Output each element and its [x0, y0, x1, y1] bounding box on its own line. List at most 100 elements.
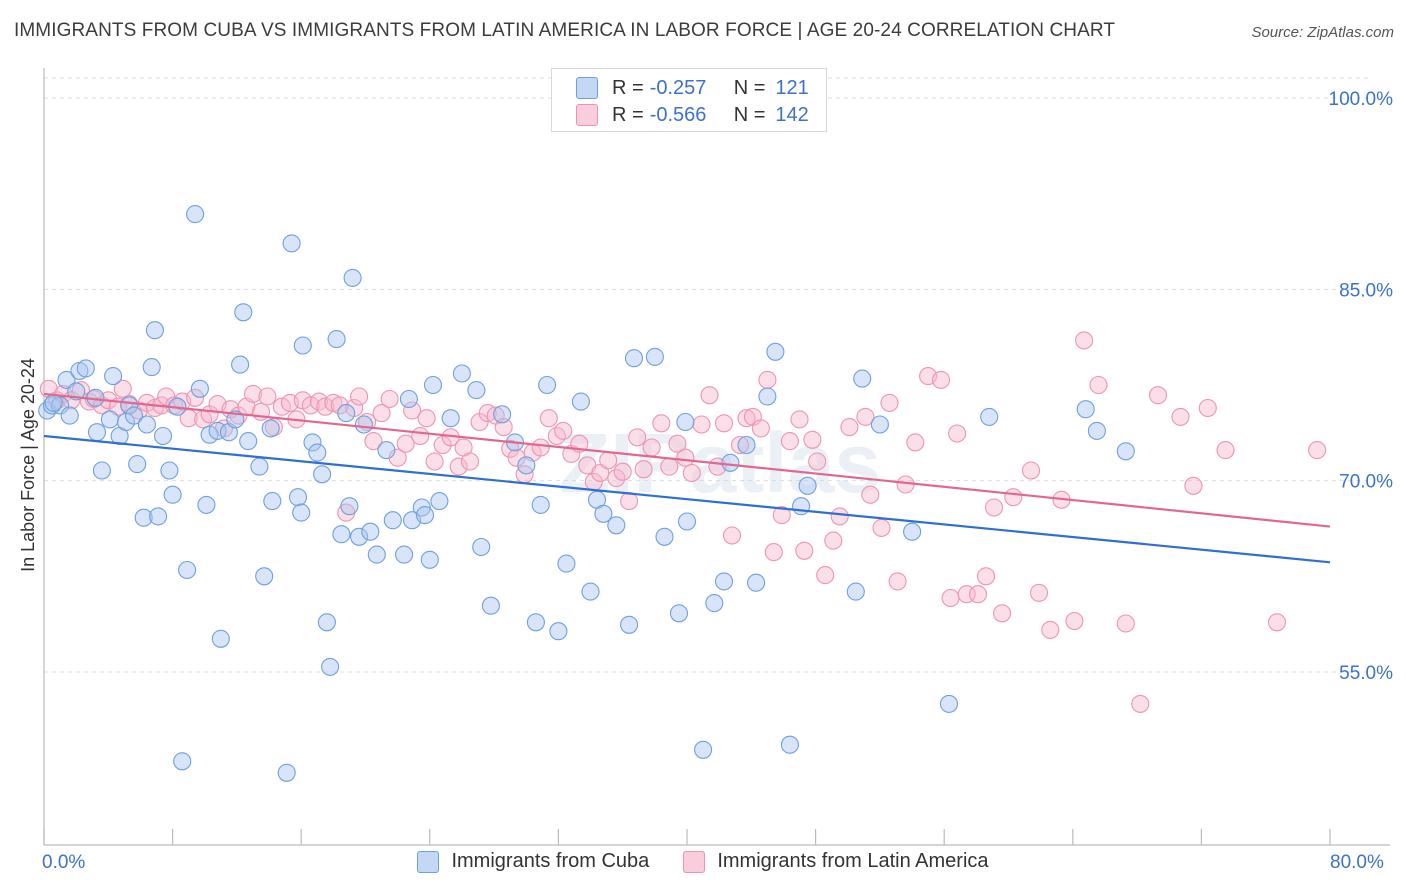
cuba-point [124, 406, 144, 425]
cuba-point [145, 321, 164, 340]
latin-america-point [764, 543, 783, 562]
latin-america-point [758, 370, 777, 389]
cuba-point [747, 573, 766, 592]
latin-america-point [607, 469, 626, 488]
latin-america-point [186, 388, 205, 407]
latin-america-point [840, 418, 859, 437]
cuba-point [234, 303, 253, 322]
cuba-point [526, 613, 545, 632]
latin-america-point [642, 438, 661, 457]
cuba-point [317, 613, 336, 632]
latin-america-point [531, 438, 550, 457]
latin-america-point [824, 531, 843, 550]
latin-america-point [816, 566, 835, 585]
cuba-point [303, 433, 322, 452]
trend-line-cuba [43, 434, 1331, 564]
cuba-point [655, 527, 674, 546]
latin-america-point [539, 409, 558, 428]
trend-lines [43, 392, 1331, 564]
latin-america-point [113, 379, 132, 398]
latin-america-point [425, 452, 444, 471]
latin-america-point [1004, 488, 1023, 507]
cuba-point [160, 461, 179, 480]
latin-america-point [396, 434, 415, 453]
y-tick-labels: 55.0% 70.0% 85.0% 100.0% [1329, 89, 1394, 684]
latin-america-point [700, 386, 719, 405]
cuba-point [694, 740, 713, 759]
series-legend-swatch-cuba [417, 850, 440, 873]
cuba-point [104, 367, 123, 386]
latin-america-point [682, 463, 701, 483]
cuba-point [780, 735, 799, 754]
latin-america-point [880, 393, 899, 412]
series-legend-item-latam: Immigrants from Latin America [683, 850, 989, 873]
cuba-point [645, 347, 664, 366]
cuba-point [714, 572, 734, 591]
series-cuba-points [38, 205, 1135, 782]
cuba-point [620, 615, 639, 634]
legend-r-label: R = [612, 76, 644, 99]
cuba-point [1087, 421, 1106, 440]
y-tick-label: 55.0% [1339, 663, 1393, 684]
cuba-point [939, 694, 959, 713]
axes [43, 68, 1390, 846]
cuba-point [293, 336, 312, 355]
latin-america-point [906, 433, 925, 452]
cuba-point [903, 522, 922, 541]
cuba-point [250, 457, 269, 476]
latin-america-point [808, 452, 827, 471]
latin-america-point [599, 451, 618, 470]
cuba-point [853, 369, 872, 388]
cuba-point [1076, 400, 1095, 419]
latin-america-point [1131, 694, 1150, 713]
latin-america-point [1089, 375, 1108, 395]
latin-america-point [1041, 620, 1060, 639]
cuba-point [282, 234, 301, 253]
latin-america-point [652, 414, 671, 433]
cuba-point [792, 497, 811, 516]
series-legend-label-latam: Immigrants from Latin America [717, 850, 989, 872]
cuba-point [571, 392, 590, 411]
cuba-point [292, 503, 311, 522]
latin-america-point [730, 435, 750, 455]
latin-america-point [676, 448, 695, 467]
cuba-point [60, 406, 79, 425]
cuba-point [87, 423, 107, 442]
latin-america-point [613, 462, 632, 481]
cuba-point [134, 508, 153, 527]
latin-america-point [243, 384, 263, 403]
cuba-point [149, 507, 168, 526]
cuba-point [481, 596, 500, 615]
latin-america-point [660, 457, 679, 476]
cuba-point [173, 752, 192, 771]
cuba-point [137, 415, 156, 434]
cuba-point [231, 355, 250, 374]
latin-america-point [1198, 398, 1217, 418]
latin-america-point [449, 457, 468, 476]
cuba-point [128, 455, 147, 474]
cuba-point [441, 409, 460, 428]
latin-america-point [668, 434, 687, 453]
latin-america-point [417, 409, 436, 428]
latin-america-point [1308, 441, 1327, 460]
latin-america-point [1267, 613, 1287, 632]
legend-r-value-cuba: -0.257 [649, 76, 707, 99]
cuba-point [798, 476, 817, 495]
cuba-point [423, 375, 443, 395]
cuba-point [395, 545, 414, 564]
cuba-point [846, 582, 865, 601]
legend-n-label: N = [733, 103, 766, 126]
cuba-point [870, 415, 889, 434]
legend-r-label: R = [612, 103, 644, 126]
cuba-point [721, 453, 740, 472]
latin-america-point [1216, 441, 1235, 460]
cuba-point [313, 465, 332, 484]
latin-america-point [1116, 614, 1135, 633]
cuba-point [452, 364, 471, 383]
x-tick-label-min: 0.0% [42, 852, 86, 873]
cuba-point [44, 393, 63, 412]
cuba-point [288, 488, 308, 507]
latin-america-point [403, 401, 422, 420]
cuba-point [57, 370, 76, 389]
cuba-point [92, 461, 111, 480]
